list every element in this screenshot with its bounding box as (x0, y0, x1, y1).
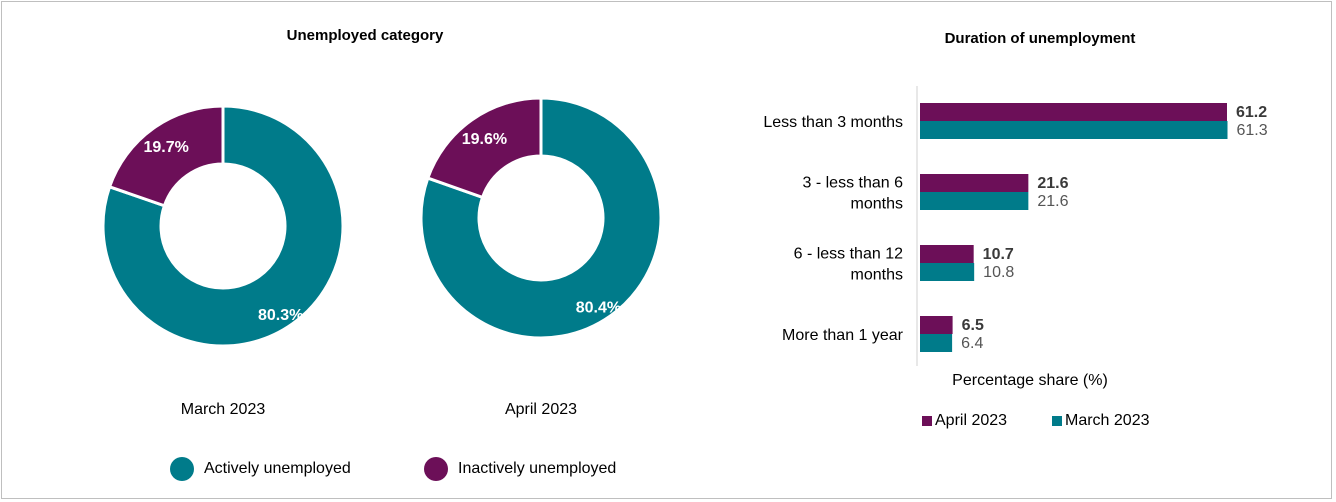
legend-march: March 2023 (1052, 412, 1150, 430)
data-label-april-more-than-1-year: 6.5 (962, 317, 984, 334)
data-label-march-3-to-6-months: 21.6 (1037, 193, 1068, 210)
category-label-6-to-12-months-line2: months (851, 267, 903, 284)
bar-april-6-to-12-months (920, 245, 974, 263)
data-label-march-6-to-12-months: 10.8 (983, 264, 1014, 281)
bar-march-less-than-3-months (920, 121, 1228, 139)
legend-april-label: April 2023 (935, 412, 1007, 430)
bar-march-6-to-12-months (920, 263, 974, 281)
data-label-april-6-to-12-months: 10.7 (983, 246, 1014, 263)
legend-march-swatch (1052, 416, 1062, 426)
data-label-april-3-to-6-months: 21.6 (1037, 175, 1068, 192)
donut-april-label-inactive: 19.6% (462, 131, 507, 148)
legend-active-label: Actively unemployed (204, 460, 351, 478)
legend-inactive-label: Inactively unemployed (458, 460, 616, 478)
legend-april-swatch (922, 416, 932, 426)
bar-march-more-than-1-year (920, 334, 952, 352)
category-label-6-to-12-months-line1: 6 - less than 12 (794, 246, 904, 263)
legend-march-label: March 2023 (1065, 412, 1150, 430)
donut-april-label: April 2023 (441, 401, 641, 419)
x-axis-title: Percentage share (%) (920, 372, 1140, 390)
legend-active: Actively unemployed (170, 457, 351, 481)
legend-april: April 2023 (922, 412, 1007, 430)
donut-march-label: March 2023 (123, 401, 323, 419)
donut-april-label-active: 80.4% (576, 299, 621, 316)
bar-april-more-than-1-year (920, 316, 953, 334)
legend-inactive-swatch (424, 457, 448, 481)
category-label-3-to-6-months-line1: 3 - less than 6 (803, 175, 904, 192)
donut-march-label-active: 80.3% (258, 307, 303, 324)
legend-active-swatch (170, 457, 194, 481)
data-label-march-more-than-1-year: 6.4 (961, 335, 983, 352)
category-label-more-than-1-year: More than 1 year (782, 327, 904, 344)
category-label-less-than-3-months: Less than 3 months (763, 114, 903, 131)
bar-april-less-than-3-months (920, 103, 1227, 121)
bar-april-3-to-6-months (920, 174, 1028, 192)
data-label-march-less-than-3-months: 61.3 (1237, 122, 1268, 139)
legend-inactive: Inactively unemployed (424, 457, 616, 481)
data-label-april-less-than-3-months: 61.2 (1236, 104, 1267, 121)
category-label-3-to-6-months-line2: months (851, 196, 903, 213)
bar-march-3-to-6-months (920, 192, 1028, 210)
donut-march-label-inactive: 19.7% (143, 139, 188, 156)
